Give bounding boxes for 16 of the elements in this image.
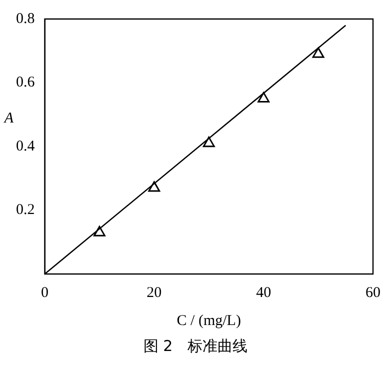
y-tick-label: 0.8 [16,10,35,27]
point [258,92,270,102]
y-axis-title: A [3,110,14,126]
point [94,226,106,236]
y-tick-label: 0.4 [16,138,36,154]
y-tick-label: 0.6 [16,74,36,91]
y-tick-label: 0.2 [16,202,35,218]
x-tick-label: 60 [366,284,380,301]
point [202,136,215,148]
x-tick-label: 20 [146,284,162,301]
x-axis-title: C / (mg/L) [176,312,241,329]
point [148,181,160,192]
point [312,47,324,58]
x-tick-label: 0 [41,284,48,301]
caption: 图 2 标准曲线 [142,337,249,356]
x-tick-label: 40 [256,284,272,301]
